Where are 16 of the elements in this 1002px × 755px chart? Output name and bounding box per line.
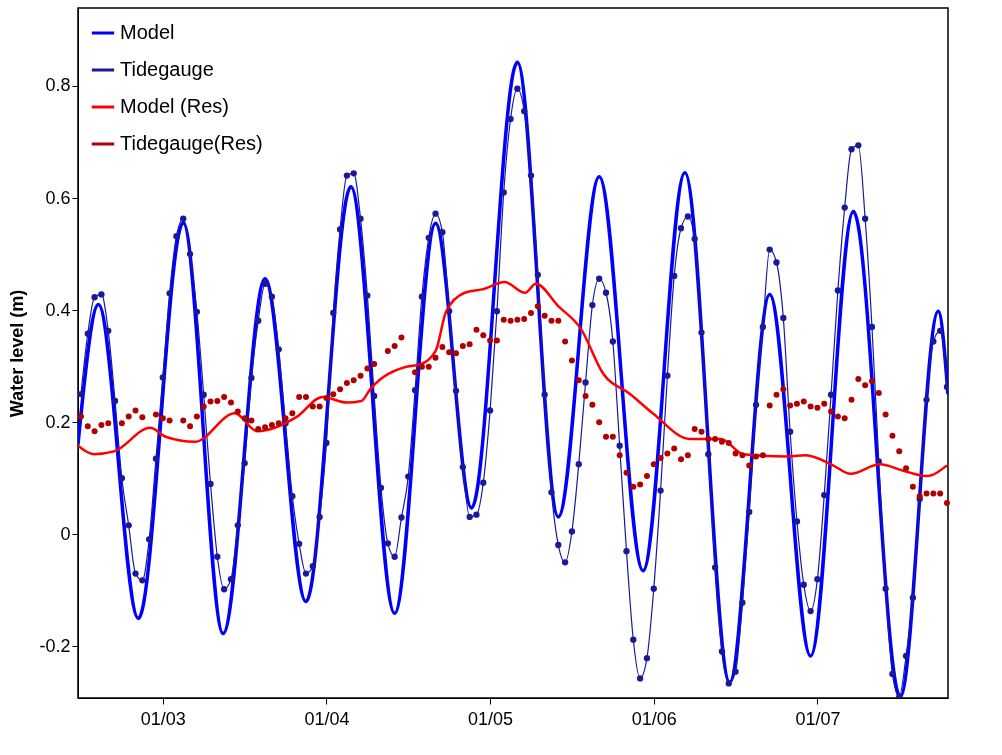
x-tick-label: 01/07 bbox=[795, 708, 841, 729]
legend-label: Model bbox=[120, 21, 175, 43]
legend-label: Tidegauge bbox=[120, 58, 214, 80]
y-tick-label: 0.8 bbox=[45, 75, 71, 96]
x-tick-label: 01/04 bbox=[304, 708, 350, 729]
x-tick-label: 01/05 bbox=[468, 708, 514, 729]
y-tick-label: 0 bbox=[60, 523, 71, 544]
y-tick-label: -0.2 bbox=[39, 635, 71, 656]
x-tick-label: 01/06 bbox=[631, 708, 677, 729]
y-axis-title: Water level (m) bbox=[7, 289, 28, 418]
x-tick-label: 01/03 bbox=[140, 708, 186, 729]
y-tick-label: 0.2 bbox=[45, 411, 71, 432]
legend-label: Model (Res) bbox=[120, 95, 229, 117]
legend-label: Tidegauge(Res) bbox=[120, 132, 263, 154]
y-tick-label: 0.4 bbox=[45, 299, 71, 320]
y-tick-label: 0.6 bbox=[45, 187, 71, 208]
